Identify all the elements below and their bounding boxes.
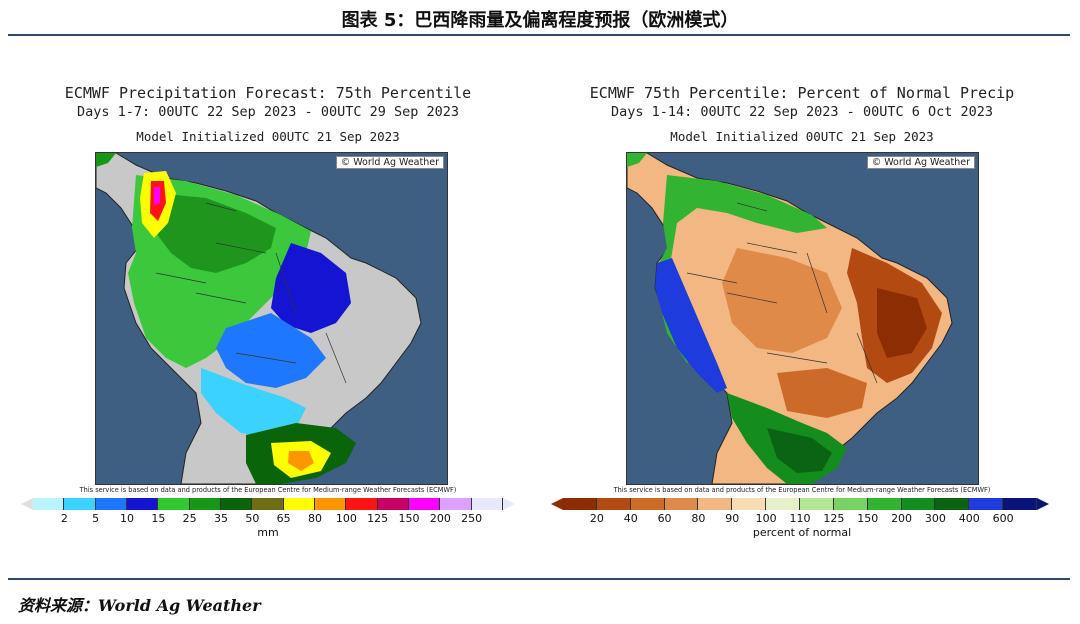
- right-colorbar-segment: [698, 498, 733, 510]
- left-colorbar-tick-label: 80: [308, 512, 322, 525]
- right-colorbar-tick-label: 125: [823, 512, 845, 525]
- left-colorbar-segment: [283, 498, 315, 510]
- right-colorbar-segment: [867, 498, 902, 510]
- left-colorbar: [33, 498, 503, 510]
- left-colorbar-segment: [189, 498, 221, 510]
- figure-title: 图表 5：巴西降雨量及偏离程度预报（欧洲模式）: [341, 10, 739, 31]
- left-colorbar-tick-label: 50: [245, 512, 260, 525]
- left-colorbar-ticks: 2 5 10 15 25 35 50 65 80 100 125 150 200 250: [33, 512, 503, 525]
- right-colorbar-tick-label: 110: [789, 512, 811, 525]
- left-colorbar-segment: [126, 498, 159, 510]
- left-colorbar-tick-label: 100: [335, 512, 357, 525]
- right-colorbar-segment: [901, 498, 936, 510]
- left-colorbar-segment: [64, 498, 96, 510]
- right-colorbar-tick-label: 400: [958, 512, 980, 525]
- right-colorbar-segment: [563, 498, 597, 510]
- right-colorbar-segment: [596, 498, 631, 510]
- left-map: © World Ag Weather: [95, 152, 448, 485]
- left-title-line1: ECMWF Precipitation Forecast: 75th Perce…: [64, 84, 472, 102]
- right-colorbar-segment: [969, 498, 1004, 510]
- source-note: 资料来源：World Ag Weather: [18, 592, 261, 616]
- right-map: © World Ag Weather: [626, 152, 979, 485]
- left-colorbar-segment: [220, 498, 253, 510]
- right-colorbar-tick-label: 60: [657, 512, 672, 525]
- left-colorbar-tick-label: 65: [276, 512, 291, 525]
- left-colorbar-tick-label: 10: [120, 512, 134, 525]
- left-colorbar-tick-label: 2: [60, 512, 68, 525]
- right-title-line1: ECMWF 75th Percentile: Percent of Normal…: [589, 84, 1015, 102]
- left-colorbar-tick-label: 150: [398, 512, 420, 525]
- right-colorbar-tick-label: 40: [623, 512, 638, 525]
- left-colorbar-segment: [314, 498, 347, 510]
- left-colorbar-tick-label: 25: [182, 512, 197, 525]
- left-colorbar-segment: [408, 498, 441, 510]
- left-colorbar-segment: [95, 498, 127, 510]
- left-colorbar-low-arrow: [21, 498, 33, 510]
- right-colorbar-tick-label: 300: [924, 512, 946, 525]
- left-colorbar-segment: [377, 498, 409, 510]
- left-colorbar-tick-label: 35: [214, 512, 228, 525]
- left-colorbar-segment: [252, 498, 284, 510]
- left-unit-label: mm: [257, 526, 279, 539]
- right-colorbar-segment: [800, 498, 834, 510]
- source-label: 资料来源：: [18, 596, 99, 615]
- left-colorbar-high-arrow: [503, 498, 515, 510]
- right-map-graphic: [627, 153, 953, 484]
- source-value: World Ag Weather: [98, 596, 261, 615]
- right-colorbar-segment: [935, 498, 970, 510]
- right-colorbar-segment: [630, 498, 665, 510]
- right-colorbar-ticks: 20 40 60 80 90 100 110 125 150 200 300 400 600: [563, 512, 1037, 525]
- right-unit-label: percent of normal: [752, 526, 852, 539]
- right-colorbar: [563, 498, 1038, 510]
- left-colorbar-tick-label: 125: [367, 512, 389, 525]
- right-colorbar-tick-label: 20: [589, 512, 604, 525]
- right-colorbar-tick-label: 100: [755, 512, 777, 525]
- left-colorbar-segment: [346, 498, 378, 510]
- left-colorbar-segment: [33, 498, 65, 510]
- bottom-rule: [8, 578, 1070, 580]
- left-colorbar-segment: [440, 498, 472, 510]
- right-colorbar-tick-label: 90: [725, 512, 740, 525]
- left-colorbar-tick-label: 15: [151, 512, 166, 525]
- right-colorbar-segment: [1003, 498, 1038, 510]
- left-title-line3: Model Initialized 00UTC 21 Sep 2023: [136, 129, 400, 144]
- right-colorbar-tick-label: 80: [691, 512, 706, 525]
- right-map-panel: ECMWF 75th Percentile: Percent of Normal…: [547, 80, 1057, 540]
- left-disclaimer: This service is based on data and produc…: [79, 486, 457, 494]
- right-colorbar-tick-label: 600: [992, 512, 1014, 525]
- left-colorbar-tick-label: 250: [461, 512, 483, 525]
- right-colorbar-segment: [766, 498, 801, 510]
- right-colorbar-tick-label: 150: [857, 512, 879, 525]
- right-colorbar-segment: [664, 498, 699, 510]
- left-colorbar-tick-label: 5: [92, 512, 100, 525]
- right-title-line2: Days 1-14: 00UTC 22 Sep 2023 - 00UTC 6 O…: [610, 104, 993, 120]
- left-map-panel: ECMWF Precipitation Forecast: 75th Perce…: [13, 80, 523, 540]
- right-colorbar-segment: [833, 498, 868, 510]
- left-map-graphic: [96, 153, 422, 484]
- right-colorbar-tick-label: 200: [891, 512, 913, 525]
- right-colorbar-segment: [732, 498, 767, 510]
- right-title-line3: Model Initialized 00UTC 21 Sep 2023: [670, 129, 934, 144]
- right-disclaimer: This service is based on data and produc…: [613, 486, 991, 494]
- left-colorbar-segment: [158, 498, 190, 510]
- left-title-line2: Days 1-7: 00UTC 22 Sep 2023 - 00UTC 29 S…: [76, 104, 459, 120]
- top-rule: [8, 34, 1070, 36]
- right-colorbar-low-arrow: [551, 498, 563, 510]
- right-colorbar-high-arrow: [1037, 498, 1049, 510]
- left-colorbar-tick-label: 200: [429, 512, 451, 525]
- left-map-credit: © World Ag Weather: [335, 156, 444, 169]
- right-map-credit: © World Ag Weather: [866, 156, 975, 169]
- left-colorbar-segment: [471, 498, 503, 510]
